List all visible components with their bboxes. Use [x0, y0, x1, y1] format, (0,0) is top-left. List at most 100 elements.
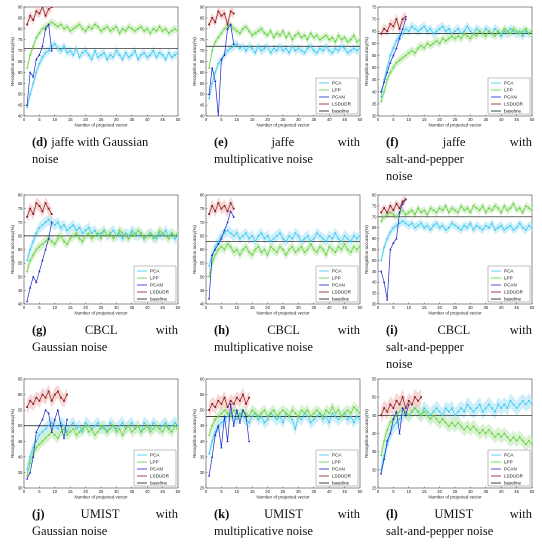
- data-point-pca: [238, 237, 241, 240]
- figure-caption: (e) jaffe with multiplicative noise: [214, 134, 360, 168]
- data-point-pca: [53, 424, 56, 427]
- data-point-lpp: [284, 253, 288, 257]
- data-point-lpp: [29, 259, 32, 262]
- data-point-lsdudr: [29, 399, 32, 402]
- y-tick-label: 60: [18, 392, 23, 397]
- data-point-lpp: [251, 253, 254, 257]
- data-point-lpp: [490, 209, 494, 212]
- data-point-pca: [481, 410, 484, 413]
- legend: PCA LPP PCAN LSDUDR baseline: [315, 265, 359, 303]
- caption-letter: (d): [32, 135, 48, 149]
- chart-panel: 0 5 10 15 20 25 30 35 40 45 50 40 45 50 55 60 65 70 75 80 85…: [8, 4, 181, 184]
- data-point-pca: [337, 237, 340, 240]
- data-point-lsdudr: [53, 393, 56, 396]
- data-point-lpp: [81, 240, 84, 243]
- data-point-pca: [282, 49, 284, 52]
- data-point-lsdudr: [404, 15, 407, 18]
- series-band-pca: [209, 224, 360, 272]
- data-point-pca: [331, 51, 334, 54]
- data-point-lpp: [438, 42, 441, 45]
- data-point-lsdudr: [63, 399, 65, 402]
- data-point-lpp: [481, 428, 484, 431]
- data-point-lpp: [84, 424, 87, 427]
- data-point-lsdudr: [223, 396, 226, 399]
- data-point-pca: [447, 27, 450, 30]
- data-point-lpp: [349, 251, 352, 254]
- data-point-lpp: [318, 38, 322, 41]
- data-point-lsdudr: [217, 399, 220, 402]
- data-point-lpp: [503, 432, 506, 435]
- data-point-lpp: [136, 424, 140, 427]
- y-axis-label: Recognition accuracy(%): [192, 225, 197, 274]
- data-point-pca: [481, 228, 484, 231]
- data-point-lsdudr: [50, 7, 53, 8]
- data-point-lpp: [506, 209, 509, 212]
- series-band-lsdudr: [209, 387, 250, 417]
- data-point-lpp: [226, 242, 229, 246]
- data-point-pcan: [238, 421, 242, 424]
- data-point-lpp: [518, 436, 521, 439]
- data-point-lpp: [59, 234, 63, 237]
- data-point-pca: [118, 232, 121, 235]
- data-point-lpp: [312, 248, 315, 251]
- data-point-lpp: [460, 37, 463, 40]
- data-point-pca: [343, 234, 346, 237]
- data-point-pcan: [407, 403, 410, 406]
- data-point-lpp: [281, 409, 285, 412]
- data-point-lpp: [503, 27, 506, 30]
- data-point-pca: [414, 27, 416, 30]
- data-point-pca: [103, 51, 105, 54]
- data-point-pca: [454, 30, 456, 33]
- x-tick-label: 30: [296, 489, 301, 494]
- data-point-pca: [152, 421, 155, 424]
- data-point-pca: [60, 49, 62, 52]
- data-point-pca: [38, 62, 41, 65]
- data-point-lsdudr: [29, 207, 32, 210]
- data-point-pca: [161, 234, 164, 237]
- data-point-pcan: [50, 49, 53, 52]
- data-point-lpp: [521, 439, 524, 442]
- data-point-pca: [325, 415, 328, 418]
- legend-label: LSDUDR: [332, 290, 352, 295]
- legend-label: LSDUDR: [504, 102, 524, 107]
- data-point-lpp: [93, 433, 96, 437]
- x-axis-label: Number of projected vector: [257, 123, 310, 128]
- data-point-lpp: [315, 34, 318, 37]
- data-point-pca: [438, 27, 441, 30]
- data-point-pca: [349, 415, 352, 418]
- data-point-lpp: [321, 36, 325, 39]
- data-point-lpp: [155, 29, 158, 33]
- data-point-pcan: [35, 430, 38, 433]
- data-point-lpp: [244, 412, 248, 415]
- data-point-pca: [346, 418, 349, 421]
- data-point-lpp: [269, 29, 272, 33]
- y-tick-label: 55: [18, 261, 23, 266]
- data-point-pca: [429, 27, 432, 30]
- data-point-pcan: [379, 270, 383, 273]
- data-point-pca: [432, 32, 435, 35]
- data-point-pca: [392, 47, 395, 50]
- y-tick-label: 75: [372, 5, 377, 10]
- data-point-pca: [509, 224, 512, 227]
- x-tick-label: 40: [145, 117, 150, 122]
- figure-caption: (g) CBCL with Gaussian noise: [32, 322, 178, 356]
- data-point-pca: [487, 226, 490, 229]
- data-point-lpp: [340, 248, 343, 251]
- y-tick-label: 75: [200, 206, 205, 211]
- figure-caption: (f) jaffe with salt-and-pepper noise: [386, 134, 532, 185]
- data-point-lpp: [527, 439, 531, 442]
- data-point-lpp: [343, 412, 346, 415]
- data-point-lpp: [124, 427, 127, 430]
- x-tick-label: 20: [83, 489, 88, 494]
- data-point-lpp: [124, 234, 127, 237]
- data-point-lpp: [69, 237, 72, 240]
- data-point-lpp: [500, 32, 503, 35]
- data-point-lsdudr: [386, 30, 389, 33]
- data-point-lpp: [99, 424, 103, 427]
- data-point-pca: [149, 54, 152, 56]
- data-point-pca: [217, 62, 220, 65]
- data-point-lpp: [426, 414, 429, 417]
- data-point-lpp: [109, 232, 112, 235]
- data-point-lpp: [438, 421, 441, 424]
- line-chart: 0 5 10 15 20 25 30 35 40 45 50 25 30 35 40 45 50 55 60 Numb…: [192, 377, 363, 500]
